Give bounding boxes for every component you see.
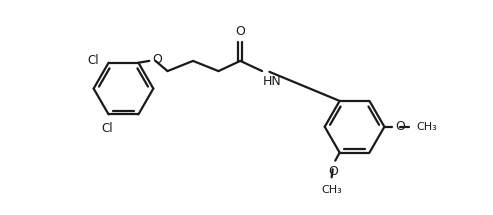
Text: O: O (235, 25, 245, 38)
Text: HN: HN (263, 75, 282, 88)
Text: Cl: Cl (88, 54, 100, 67)
Text: CH₃: CH₃ (417, 122, 437, 132)
Text: Cl: Cl (101, 122, 112, 135)
Text: O: O (328, 165, 338, 178)
Text: O: O (395, 120, 405, 133)
Text: CH₃: CH₃ (321, 185, 342, 195)
Text: O: O (152, 53, 162, 66)
